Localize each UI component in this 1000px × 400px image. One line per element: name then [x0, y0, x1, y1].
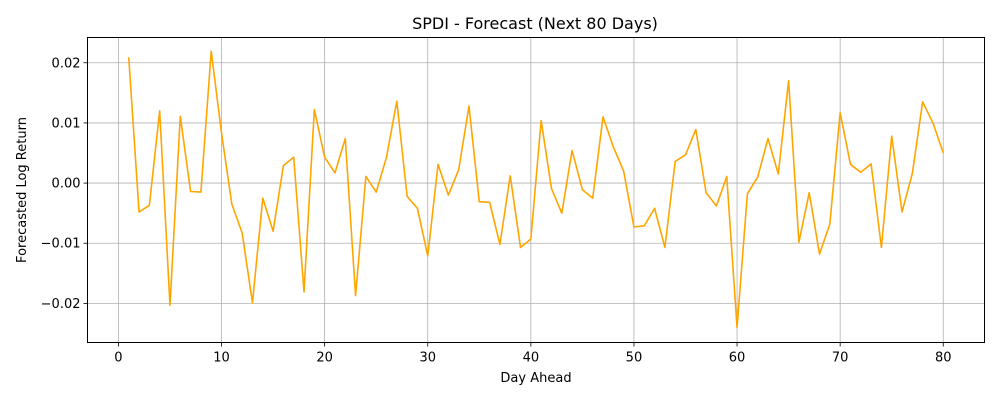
x-tick-label: 60 [729, 351, 746, 366]
y-tick-label: 0.01 [52, 116, 81, 131]
x-tick-label: 20 [316, 351, 333, 366]
y-tick-label: −0.02 [41, 297, 81, 312]
x-tick-label: 30 [419, 351, 436, 366]
y-tick-label: 0.00 [52, 177, 81, 192]
x-tick-label: 40 [523, 351, 540, 366]
x-tick-label: 80 [935, 351, 952, 366]
y-axis-label: Forecasted Log Return [15, 117, 30, 263]
axis-ticks: 0 10 20 30 40 50 60 70 80 −0.02 −0.01 0.00 0.01 0.02 [41, 56, 952, 365]
x-axis-label: Day Ahead [500, 371, 571, 386]
chart-title: SPDI - Forecast (Next 80 Days) [412, 14, 658, 33]
grid-lines [87, 37, 985, 343]
x-tick-label: 0 [114, 351, 122, 366]
x-tick-label: 50 [626, 351, 643, 366]
y-tick-label: 0.02 [52, 56, 81, 71]
forecast-series-line [127, 50, 945, 329]
y-tick-label: −0.01 [41, 237, 81, 252]
x-tick-label: 70 [832, 351, 849, 366]
series-group [127, 50, 945, 329]
plot-frame [87, 37, 985, 343]
x-tick-label: 10 [213, 351, 230, 366]
